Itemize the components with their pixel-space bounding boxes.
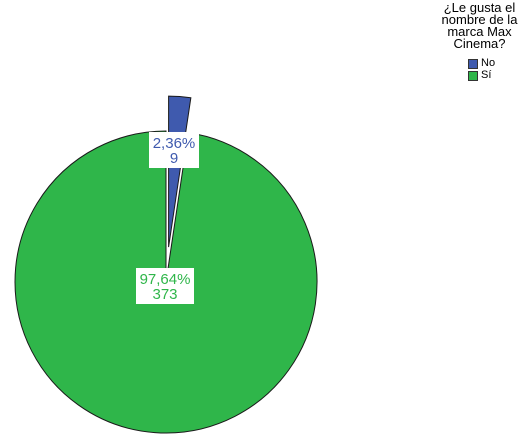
data-label-box (136, 268, 194, 304)
pie-chart: 2,36%9 97,64%373 (14, 95, 318, 434)
data-label-box (149, 132, 199, 168)
data-label-percent: 97,64% (140, 271, 191, 288)
data-label-count: 9 (170, 150, 178, 167)
legend-title: ¿Le gusta el nombre de la marca Max Cine… (441, 0, 518, 51)
legend-items: No Sí (468, 58, 527, 81)
legend-swatch-si (468, 70, 478, 81)
legend-label-no: No (481, 57, 496, 69)
legend-item-si: Sí (468, 70, 527, 81)
data-label-si: 97,64%373 (136, 268, 194, 304)
legend: ¿Le gusta el nombre de la marca Max Cine… (432, 0, 527, 82)
data-label-no: 2,36%9 (149, 132, 199, 168)
legend-swatch-no (468, 58, 478, 69)
legend-item-no: No (468, 58, 527, 69)
data-label-count: 373 (152, 286, 177, 303)
data-label-percent: 2,36% (153, 135, 196, 152)
legend-label-si: Sí (481, 69, 492, 81)
